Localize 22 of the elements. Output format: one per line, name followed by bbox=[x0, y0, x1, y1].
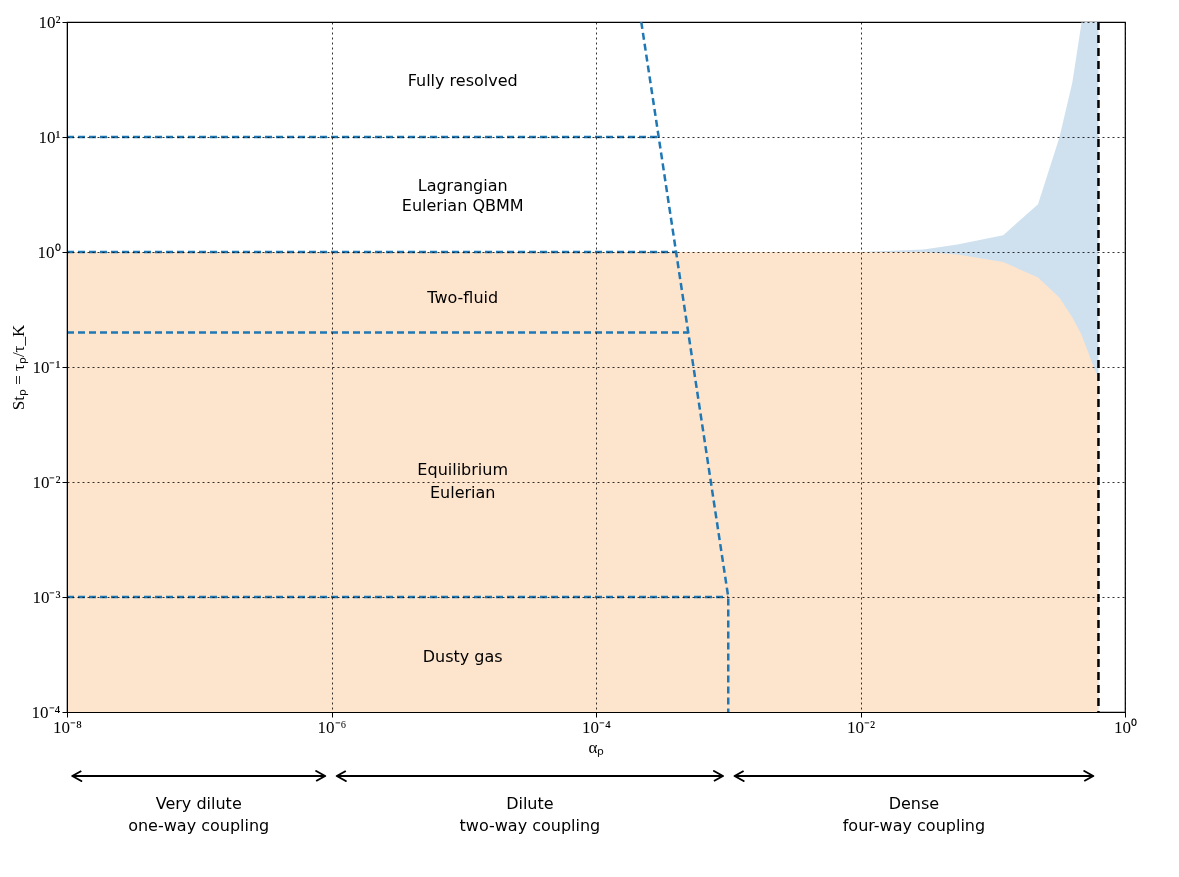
text: Very dilute one-way coupling bbox=[128, 794, 270, 835]
text: Dilute two-way coupling bbox=[459, 794, 601, 835]
annotation: Dusty gas bbox=[422, 646, 503, 666]
y-axis-title: Stₚ = τₚ/τ_K bbox=[8, 324, 29, 411]
y-tick-label: 10² bbox=[38, 12, 61, 32]
y-tick-label: 10⁻¹ bbox=[32, 357, 61, 377]
annotation: Eulerian bbox=[429, 483, 496, 503]
annotation: Eulerian QBMM bbox=[401, 195, 524, 215]
x-tick-label: 10⁻² bbox=[846, 717, 876, 737]
x-tick-label: 10⁻⁴ bbox=[582, 717, 612, 737]
x-tick-label: 10⁰ bbox=[1114, 717, 1137, 737]
x-tick-label: 10⁻⁶ bbox=[317, 717, 347, 737]
y-tick-label: 10¹ bbox=[38, 127, 61, 147]
x-axis-title: αₚ bbox=[588, 737, 605, 758]
text: Dense four-way coupling bbox=[842, 794, 986, 835]
annotation: Equilibrium bbox=[417, 459, 509, 479]
annotation: Lagrangian bbox=[417, 176, 508, 196]
annotation: Two-fluid bbox=[426, 288, 499, 307]
y-tick-label: 10⁻² bbox=[32, 472, 61, 492]
y-tick-label: 10⁰ bbox=[37, 242, 61, 262]
y-tick-label: 10⁻³ bbox=[32, 587, 61, 607]
annotation: Fully resolved bbox=[407, 71, 518, 91]
